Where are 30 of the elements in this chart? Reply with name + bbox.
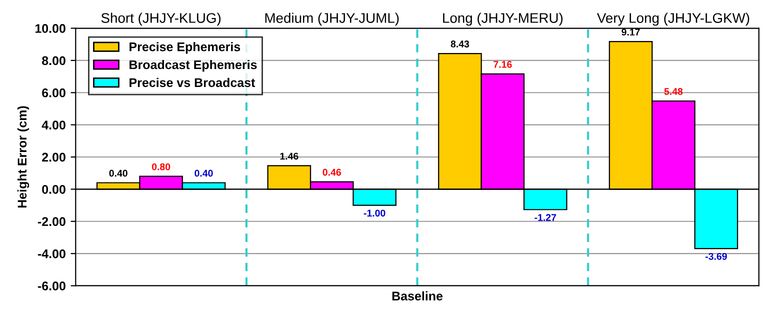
y-tick-label: 10.00 bbox=[35, 24, 66, 33]
legend-label: Broadcast Ephemeris bbox=[130, 60, 257, 72]
y-tick-label: -6.00 bbox=[38, 282, 66, 290]
data-label: 0.40 bbox=[109, 170, 128, 177]
data-label: 5.48 bbox=[664, 88, 683, 95]
y-tick-label: -4.00 bbox=[38, 249, 66, 258]
x-axis-title: Baseline bbox=[392, 291, 443, 300]
legend-label: Precise vs Broadcast bbox=[130, 78, 256, 88]
y-axis-title: Height Error (cm) bbox=[17, 106, 30, 208]
data-label: 9.17 bbox=[622, 28, 640, 36]
x-tick-label: Long (JHJY-MERU) bbox=[443, 12, 563, 26]
y-tick-label: 8.00 bbox=[42, 56, 66, 66]
x-tick-label: Short (JHJY-KLUG) bbox=[101, 12, 221, 26]
x-tick-label: Medium (JHJY-JUML) bbox=[265, 12, 399, 26]
y-tick-label: 0.00 bbox=[42, 184, 66, 194]
legend-label: Precise Ephemeris bbox=[130, 42, 240, 54]
y-tick-label: 2.00 bbox=[42, 152, 66, 162]
data-label: 8.43 bbox=[450, 40, 470, 48]
data-label: -1.00 bbox=[364, 210, 386, 217]
data-label: 0.46 bbox=[322, 168, 341, 176]
y-tick-label: 6.00 bbox=[42, 88, 66, 98]
data-label: 0.40 bbox=[194, 170, 213, 177]
y-tick-label: -2.00 bbox=[38, 217, 66, 226]
data-label: 0.80 bbox=[152, 163, 170, 170]
data-label: 7.16 bbox=[494, 60, 512, 68]
data-label: -3.69 bbox=[705, 252, 727, 260]
data-label: -1.27 bbox=[534, 214, 556, 221]
x-tick-label: Very Long (JHJY-LGKW) bbox=[596, 12, 750, 26]
data-label: 1.46 bbox=[280, 152, 298, 160]
y-tick-label: 4.00 bbox=[42, 120, 66, 130]
